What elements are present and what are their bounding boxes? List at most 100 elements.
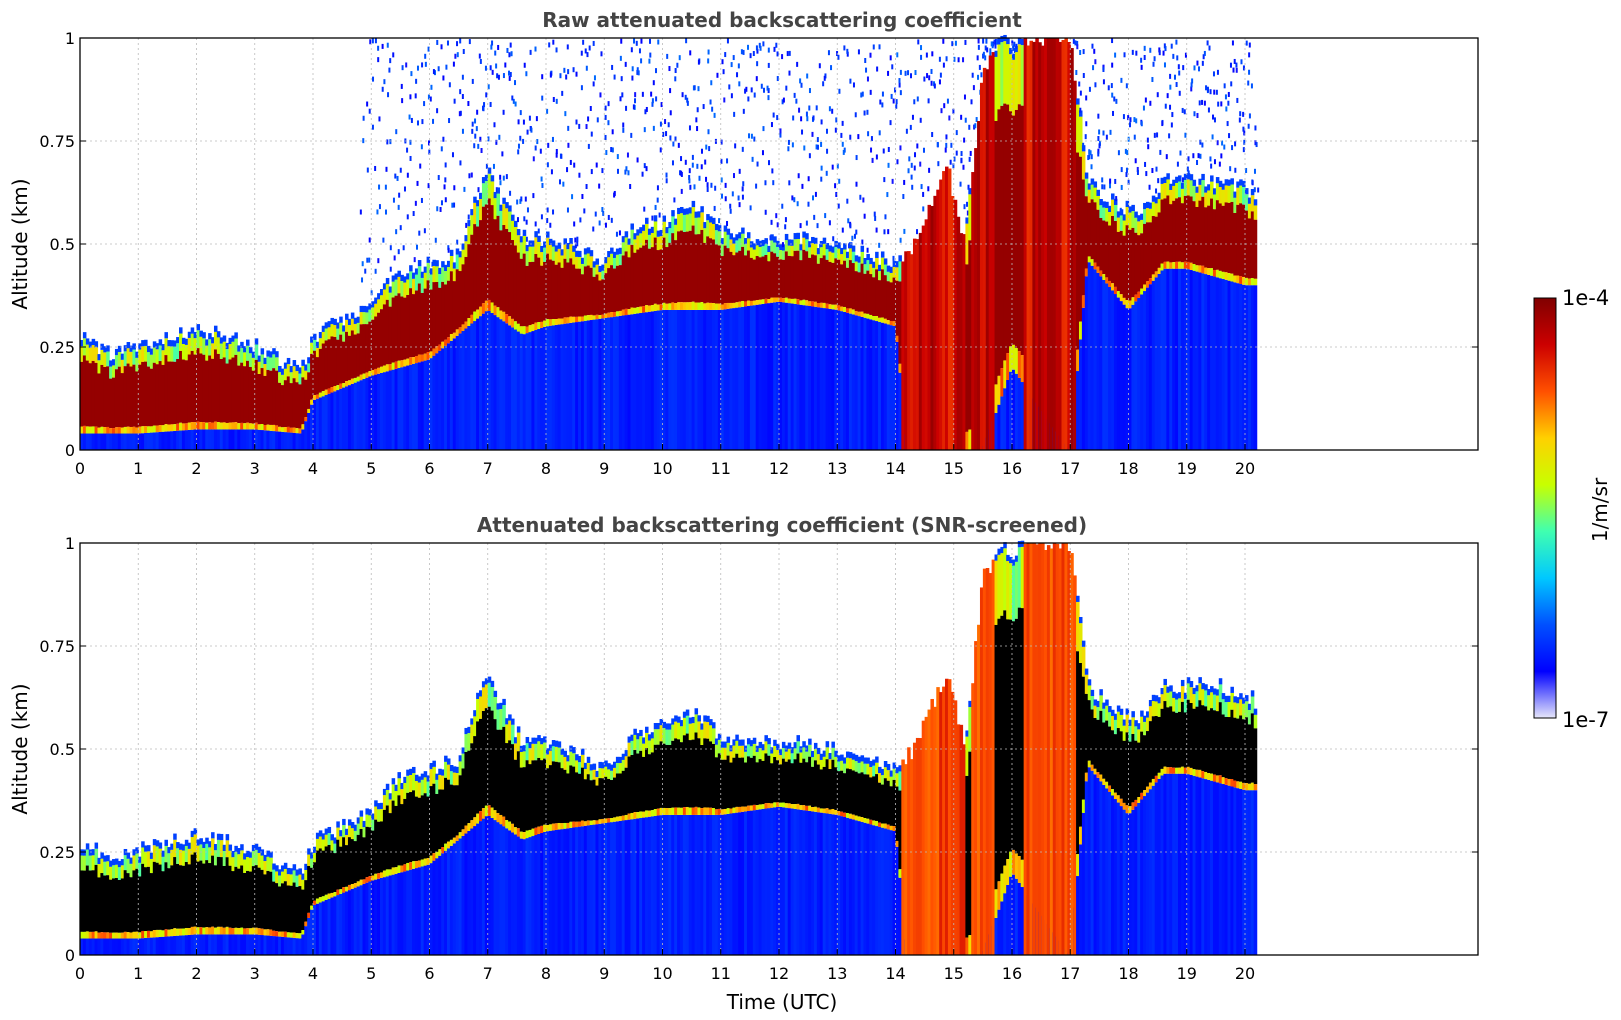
heatmap-cell	[490, 181, 495, 206]
heatmap-cell	[1233, 787, 1237, 955]
heatmap-cell	[907, 251, 911, 450]
heatmap-cell	[531, 737, 535, 744]
heatmap-cell	[860, 772, 865, 818]
heatmap-cell	[82, 931, 87, 939]
noise-speck	[1013, 41, 1016, 47]
heatmap-cell	[1218, 180, 1223, 187]
heatmap-cell	[176, 430, 180, 450]
noise-speck	[852, 82, 855, 88]
heatmap-cell	[618, 816, 623, 821]
noise-speck	[1111, 62, 1114, 68]
heatmap-cell	[246, 870, 250, 929]
heatmap-cell	[94, 433, 99, 450]
heatmap-cell	[114, 864, 119, 879]
noise-speck	[742, 181, 745, 187]
heatmap-cell	[685, 302, 690, 310]
heatmap-cell	[438, 768, 442, 775]
heatmap-cell	[461, 753, 466, 769]
heatmap-cell	[1105, 283, 1109, 450]
heatmap-cell	[114, 355, 119, 370]
heatmap-cell	[776, 802, 780, 807]
noise-speck	[501, 151, 504, 157]
noise-speck	[974, 123, 977, 129]
x-tick-label: 4	[308, 459, 318, 478]
heatmap-cell	[1172, 711, 1176, 768]
heatmap-cell	[222, 422, 227, 430]
noise-speck	[463, 186, 466, 192]
heatmap-cell	[446, 764, 451, 780]
heatmap-cell	[184, 338, 189, 345]
heatmap-cell	[237, 854, 241, 869]
heatmap-cell	[1009, 876, 1013, 955]
heatmap-cell	[828, 304, 833, 309]
heatmap-cell	[243, 934, 247, 955]
heatmap-cell	[315, 850, 320, 899]
heatmap-cell	[1014, 561, 1019, 619]
heatmap-cell	[1169, 685, 1173, 692]
heatmap-cell	[994, 412, 999, 450]
heatmap-cell	[653, 310, 658, 450]
noise-speck	[1012, 45, 1015, 51]
noise-speck	[598, 183, 601, 189]
heatmap-cell	[813, 243, 818, 256]
heatmap-cell	[211, 422, 215, 430]
heatmap-cell	[412, 790, 416, 862]
noise-speck	[909, 73, 912, 79]
heatmap-cell	[173, 839, 177, 858]
heatmap-cell	[94, 848, 99, 865]
heatmap-cell	[237, 423, 241, 430]
heatmap-cell	[744, 751, 748, 763]
noise-speck	[788, 50, 791, 56]
heatmap-cell	[770, 234, 774, 241]
noise-speck	[674, 76, 677, 82]
heatmap-cell	[744, 811, 748, 955]
heatmap-cell	[254, 927, 259, 935]
heatmap-cell	[240, 844, 244, 851]
heatmap-cell	[735, 234, 739, 241]
noise-speck	[836, 163, 839, 169]
heatmap-cell	[569, 821, 573, 828]
heatmap-cell	[406, 365, 410, 450]
noise-speck	[865, 67, 868, 73]
heatmap-cell	[1245, 783, 1249, 791]
heatmap-cell	[618, 265, 623, 311]
x-tick-label: 3	[250, 964, 260, 983]
noise-speck	[361, 277, 364, 283]
heatmap-cell	[205, 934, 209, 955]
heatmap-cell	[845, 267, 850, 309]
heatmap-cell	[729, 813, 733, 955]
noise-speck	[733, 111, 736, 117]
heatmap-cell	[473, 202, 477, 225]
heatmap-cell	[243, 928, 247, 935]
heatmap-cell	[117, 433, 122, 450]
heatmap-cell	[621, 820, 626, 955]
heatmap-cell	[551, 260, 556, 320]
heatmap-cell	[726, 813, 731, 955]
heatmap-cell	[481, 687, 486, 712]
noise-speck	[660, 102, 663, 108]
heatmap-cell	[493, 191, 498, 199]
heatmap-cell	[624, 308, 629, 316]
heatmap-cell	[286, 932, 291, 938]
heatmap-cell	[671, 724, 675, 741]
heatmap-cell	[467, 830, 471, 955]
heatmap-cell	[1096, 209, 1100, 267]
heatmap-cell	[531, 240, 535, 247]
heatmap-cell	[1253, 728, 1258, 785]
noise-speck	[793, 197, 796, 203]
heatmap-cell	[843, 243, 847, 250]
heatmap-cell	[1131, 297, 1135, 305]
heatmap-cell	[968, 429, 972, 450]
noise-speck	[1153, 56, 1156, 62]
heatmap-cell	[799, 244, 803, 251]
heatmap-cell	[767, 808, 771, 955]
noise-speck	[677, 142, 680, 148]
heatmap-cell	[409, 774, 413, 793]
heatmap-cell	[796, 809, 800, 955]
noise-speck	[1085, 121, 1088, 127]
heatmap-cell	[636, 733, 640, 740]
heatmap-cell	[540, 738, 544, 745]
noise-speck	[1156, 132, 1159, 138]
heatmap-cell	[1116, 705, 1121, 712]
